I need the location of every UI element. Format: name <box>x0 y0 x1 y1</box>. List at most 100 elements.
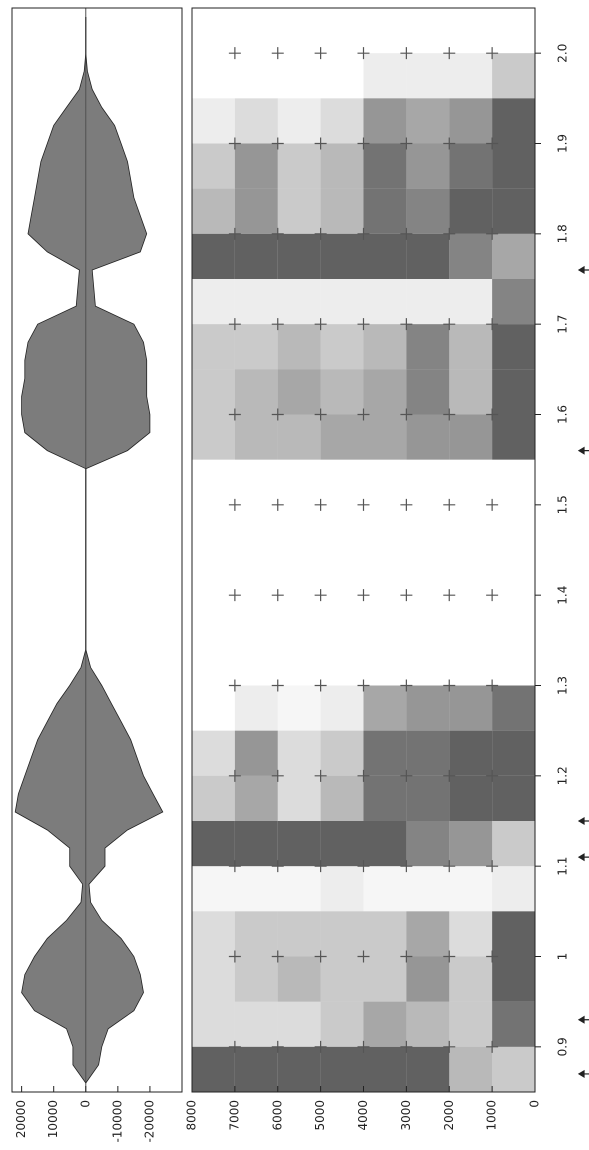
spectrogram-cell <box>320 956 364 1002</box>
event-arrow <box>577 816 589 826</box>
spectrogram-cell <box>406 53 450 99</box>
grid-cross <box>400 318 413 331</box>
spectrogram-cell <box>320 911 364 957</box>
grid-cross <box>314 860 327 873</box>
spectrogram-cell <box>406 956 450 1002</box>
spectrogram-cell <box>192 188 235 234</box>
spectrogram-cell <box>192 505 235 550</box>
spectrogram-cell <box>363 1046 407 1092</box>
event-arrow <box>577 1069 589 1078</box>
spectrogram-cell <box>277 233 321 279</box>
spectrogram-cell <box>406 640 449 685</box>
spectrogram-cell <box>364 8 407 53</box>
spectrogram-cell <box>449 730 493 776</box>
grid-cross <box>400 137 413 150</box>
spectrogram-cell <box>406 685 450 731</box>
spectrogram-cell <box>406 369 450 415</box>
grid-cross <box>443 227 456 240</box>
grid-cross <box>443 860 456 873</box>
x-tick-label: 0.9 <box>556 1037 570 1056</box>
spectrogram-cell <box>277 866 321 912</box>
grid-cross <box>228 860 241 873</box>
grid-cross <box>443 47 456 60</box>
y-tick-label: -10000 <box>110 1100 124 1143</box>
spectrogram-cell <box>278 595 321 640</box>
grid-cross <box>228 227 241 240</box>
spectrogram-cell <box>406 233 450 279</box>
grid-cross <box>443 679 456 692</box>
x-tick-label: 1.1 <box>556 857 570 876</box>
spectrogram-cell <box>320 324 364 370</box>
spectrogram-cell <box>492 460 535 505</box>
spectrogram-cell <box>406 821 450 867</box>
spectrogram-cell <box>406 98 450 144</box>
grid-cross <box>443 318 456 331</box>
spectrogram-cell <box>235 550 278 595</box>
spectrogram-cell <box>406 279 450 325</box>
spectrogram-cell <box>363 279 407 325</box>
grid-cross <box>486 498 499 511</box>
spectrogram-cell <box>321 595 364 640</box>
grid-cross <box>443 769 456 782</box>
spectrogram-cell <box>277 1046 321 1092</box>
spectrogram-cell <box>492 866 535 912</box>
spectrogram-cell <box>449 414 493 460</box>
spectrogram-cell <box>235 505 278 550</box>
spectrogram-cell <box>192 279 235 325</box>
y-tick-label: 6000 <box>270 1100 284 1131</box>
spectrogram-cell <box>321 550 364 595</box>
grid-cross <box>357 498 370 511</box>
grid-cross <box>314 679 327 692</box>
x-tick-label: 1.5 <box>556 495 570 514</box>
spectrogram-cell <box>192 233 235 279</box>
spectrogram-cell <box>192 775 235 821</box>
grid-cross <box>486 679 499 692</box>
spectrogram-cell <box>277 98 321 144</box>
spectrogram-cell <box>449 369 493 415</box>
spectrogram-cell <box>492 98 535 144</box>
spectrogram-cell <box>492 8 535 53</box>
grid-cross <box>486 950 499 963</box>
x-tick-label: 1.8 <box>556 224 570 243</box>
spectrogram-cell <box>277 956 321 1002</box>
grid-cross <box>228 318 241 331</box>
spectrogram-cell <box>321 53 364 98</box>
grid-cross <box>228 408 241 421</box>
y-tick-label: 2000 <box>442 1100 456 1131</box>
grid-cross <box>486 227 499 240</box>
spectrogram-cell <box>320 414 364 460</box>
spectrogram-cell <box>234 866 278 912</box>
spectrogram-cell <box>234 685 278 731</box>
grid-cross <box>314 1040 327 1053</box>
spectrogram-cell <box>192 324 235 370</box>
spectrogram-cell <box>363 98 407 144</box>
spectrogram-cell <box>192 1046 235 1092</box>
y-tick-label: 5000 <box>313 1100 327 1131</box>
y-tick-label: 0 <box>528 1100 542 1108</box>
spectrogram-cell <box>235 640 278 685</box>
spectrogram-cell <box>320 98 364 144</box>
grid-cross <box>314 227 327 240</box>
grid-cross <box>228 769 241 782</box>
spectrogram-cell <box>320 1046 364 1092</box>
spectrogram-cell <box>492 324 535 370</box>
spectrogram-cell <box>278 460 321 505</box>
grid-cross <box>486 1040 499 1053</box>
y-tick-label: 8000 <box>185 1100 199 1131</box>
spectrogram-cell <box>192 640 235 685</box>
grid-cross <box>228 1040 241 1053</box>
spectrogram-cell <box>234 956 278 1002</box>
grid-cross <box>400 498 413 511</box>
grid-cross <box>357 137 370 150</box>
spectrogram-cell <box>192 8 235 53</box>
spectrogram-cell <box>321 460 364 505</box>
spectrogram-cell <box>192 595 235 640</box>
y-tick-label: 3000 <box>399 1100 413 1131</box>
spectrogram-cell <box>234 1001 278 1047</box>
grid-cross <box>314 408 327 421</box>
spectrogram-cell <box>278 53 321 98</box>
grid-cross <box>400 589 413 602</box>
spectrogram-cell <box>449 324 493 370</box>
spectrogram-cell <box>234 369 278 415</box>
grid-cross <box>443 498 456 511</box>
